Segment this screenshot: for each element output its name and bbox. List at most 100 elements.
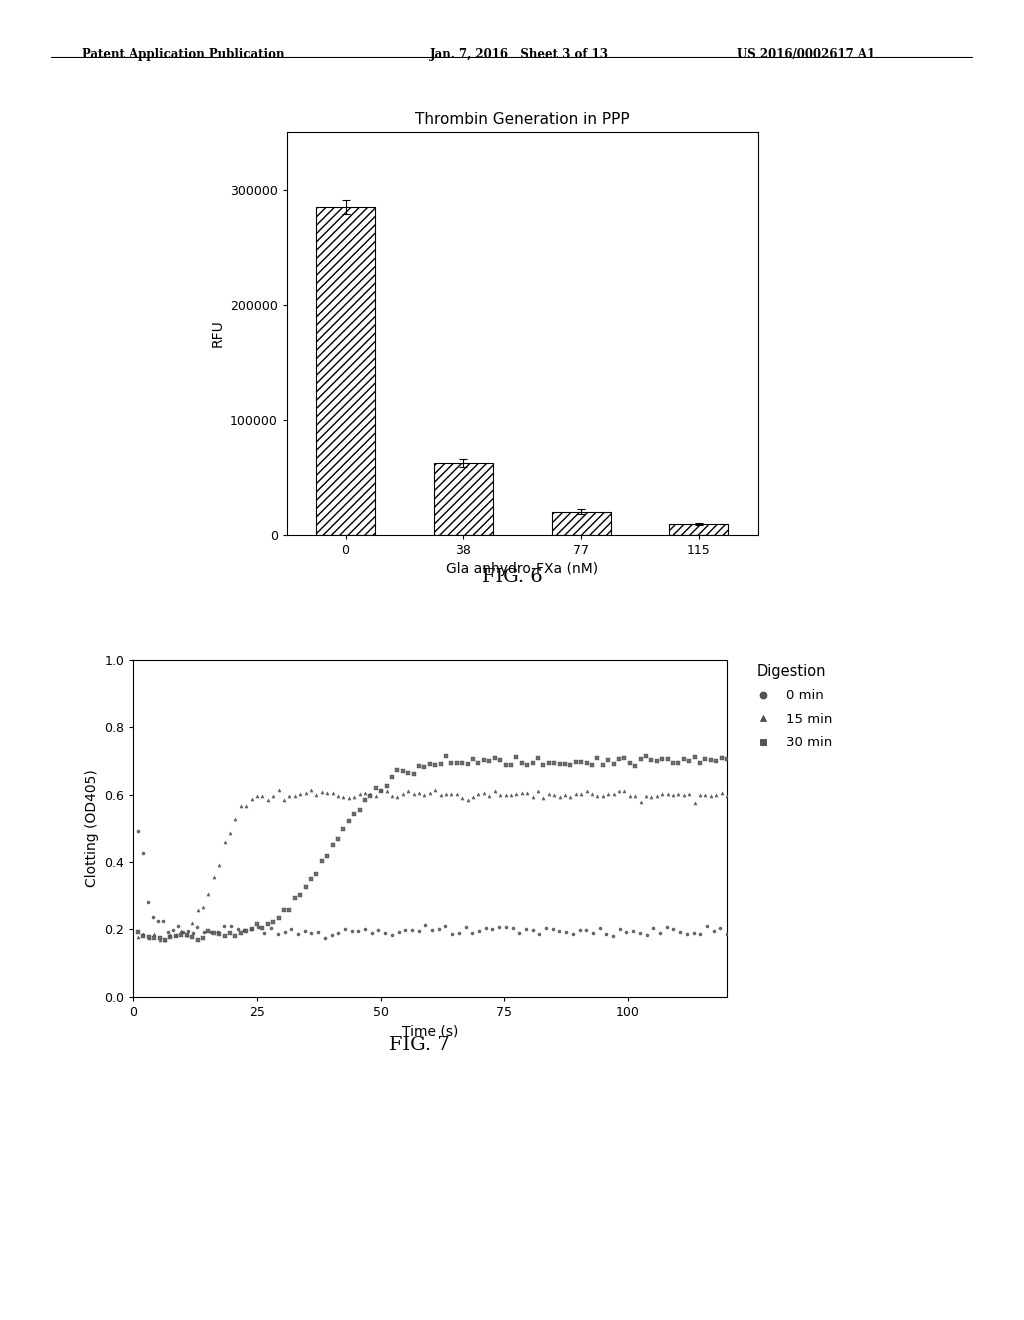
- 30 min: [513, 752, 529, 774]
- 15 min: [557, 784, 573, 805]
- 30 min: [714, 747, 730, 768]
- 15 min: [638, 785, 654, 807]
- 0 min: [672, 921, 688, 942]
- 15 min: [686, 793, 702, 814]
- 30 min: [654, 748, 671, 770]
- 0 min: [411, 920, 427, 941]
- 0 min: [216, 915, 232, 936]
- 30 min: [308, 863, 325, 884]
- 15 min: [287, 785, 303, 807]
- 30 min: [282, 900, 298, 921]
- 30 min: [292, 884, 308, 906]
- 30 min: [406, 763, 422, 784]
- 0 min: [356, 919, 373, 940]
- 30 min: [162, 927, 178, 948]
- 30 min: [313, 851, 330, 873]
- 30 min: [643, 750, 659, 771]
- 0 min: [243, 919, 259, 940]
- 30 min: [536, 754, 552, 775]
- 15 min: [206, 866, 222, 887]
- 0 min: [343, 921, 359, 942]
- 15 min: [567, 784, 584, 805]
- 30 min: [633, 748, 649, 770]
- Bar: [316, 207, 375, 535]
- 15 min: [373, 779, 389, 800]
- 15 min: [476, 783, 493, 804]
- 15 min: [697, 784, 714, 805]
- 15 min: [330, 785, 346, 807]
- 30 min: [287, 888, 303, 909]
- Bar: [552, 512, 610, 535]
- 30 min: [529, 747, 546, 768]
- 0 min: [605, 925, 622, 946]
- 15 min: [454, 788, 470, 809]
- 0 min: [471, 920, 487, 941]
- 30 min: [356, 789, 373, 810]
- 15 min: [238, 796, 254, 817]
- 15 min: [275, 789, 292, 810]
- 15 min: [394, 784, 411, 805]
- 0 min: [706, 920, 722, 941]
- 15 min: [195, 896, 211, 917]
- 30 min: [265, 912, 282, 933]
- 0 min: [431, 919, 447, 940]
- 15 min: [140, 928, 157, 949]
- 15 min: [368, 785, 384, 807]
- 15 min: [595, 785, 611, 807]
- 30 min: [476, 750, 493, 771]
- 15 min: [492, 784, 508, 805]
- Y-axis label: RFU: RFU: [210, 319, 224, 347]
- 30 min: [259, 913, 275, 935]
- Title: Thrombin Generation in PPP: Thrombin Generation in PPP: [415, 112, 630, 127]
- 15 min: [584, 783, 600, 804]
- 15 min: [427, 780, 443, 801]
- 15 min: [232, 796, 249, 817]
- 0 min: [169, 915, 186, 936]
- 15 min: [417, 784, 433, 805]
- 30 min: [373, 781, 389, 803]
- 30 min: [227, 925, 244, 946]
- 15 min: [297, 783, 313, 804]
- 0 min: [592, 917, 608, 939]
- 0 min: [712, 917, 728, 939]
- 15 min: [589, 785, 605, 807]
- 30 min: [486, 747, 503, 768]
- 15 min: [319, 783, 336, 804]
- 15 min: [562, 787, 579, 808]
- 30 min: [719, 748, 735, 770]
- 30 min: [503, 754, 519, 775]
- 15 min: [643, 787, 659, 808]
- 0 min: [692, 923, 709, 944]
- 15 min: [676, 784, 692, 805]
- 0 min: [531, 924, 548, 945]
- 0 min: [545, 919, 561, 940]
- 15 min: [610, 780, 627, 801]
- 0 min: [719, 924, 735, 945]
- 0 min: [330, 923, 346, 944]
- 0 min: [638, 924, 654, 945]
- 15 min: [708, 784, 724, 805]
- Text: Patent Application Publication: Patent Application Publication: [82, 48, 285, 61]
- 30 min: [659, 748, 676, 770]
- 30 min: [325, 834, 341, 855]
- 0 min: [179, 920, 196, 941]
- 30 min: [303, 869, 319, 890]
- 0 min: [698, 916, 715, 937]
- 30 min: [551, 754, 567, 775]
- 0 min: [283, 919, 299, 940]
- 15 min: [616, 780, 633, 801]
- 0 min: [303, 923, 319, 944]
- 0 min: [160, 921, 176, 942]
- 15 min: [325, 783, 341, 804]
- 0 min: [290, 924, 306, 945]
- 15 min: [244, 789, 260, 810]
- 0 min: [558, 921, 574, 942]
- 15 min: [135, 924, 152, 945]
- 15 min: [400, 780, 417, 801]
- 0 min: [403, 920, 420, 941]
- Legend: 0 min, 15 min, 30 min: 0 min, 15 min, 30 min: [745, 660, 837, 754]
- 30 min: [708, 751, 724, 772]
- 0 min: [679, 923, 695, 944]
- 30 min: [546, 752, 562, 774]
- 15 min: [222, 822, 239, 843]
